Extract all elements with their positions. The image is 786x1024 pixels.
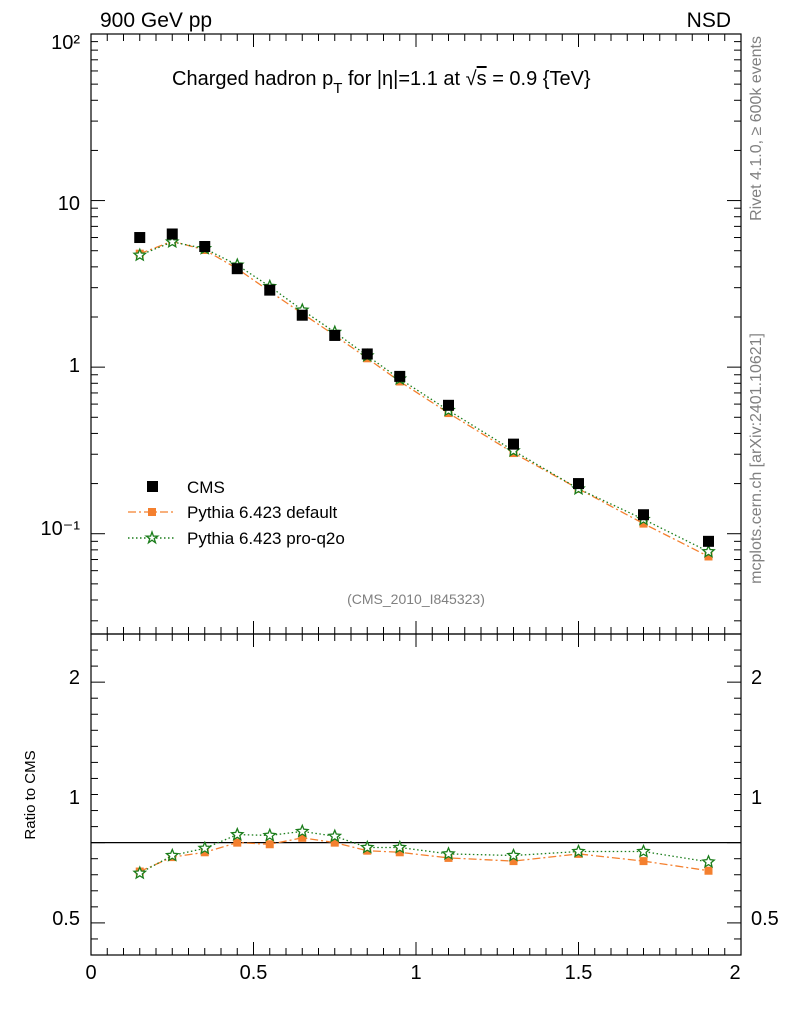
header-right-label: NSD — [687, 9, 731, 32]
main-cms-point — [329, 329, 341, 341]
ratio-ytick-label-right-0.5: 0.5 — [751, 908, 779, 930]
legend-marker-default — [148, 508, 156, 516]
ratio-proq2o-point — [229, 826, 245, 841]
legend-label-proq2o: Pythia 6.423 pro-q2o — [187, 529, 345, 548]
main-cms-point — [264, 284, 276, 296]
ratio-default-point — [200, 848, 209, 857]
ratio-ytick-label-left-0.5: 0.5 — [52, 908, 80, 930]
main-proq2o-point — [132, 247, 148, 262]
main-cms-point — [361, 348, 373, 360]
main-cms-point — [394, 370, 406, 382]
ratio-proq2o-point — [701, 854, 716, 869]
title-s: s — [477, 68, 487, 90]
ratio-proq2o-point — [294, 823, 310, 838]
main-cms-point — [231, 263, 243, 275]
main-ytick-label-100: 10² — [51, 32, 80, 54]
legend-label-cms: CMS — [187, 478, 225, 497]
main-cms-point — [296, 309, 308, 321]
ratio-proq2o-point — [197, 840, 213, 855]
mcplots-label: mcplots.cern.ch [arXiv:2401.10621] — [748, 333, 765, 584]
main-cms-point — [508, 438, 519, 450]
ratio-default-point — [704, 866, 713, 875]
ratio-ytick-label-left-2: 2 — [69, 667, 80, 689]
main-proq2o-point — [701, 544, 716, 558]
ratio-default-point — [395, 848, 404, 857]
main-cms-point — [166, 228, 178, 240]
ratio-proq2o-point — [262, 827, 278, 842]
ratio-proq2o-point — [571, 843, 586, 858]
ratio-default-point — [330, 838, 339, 847]
main-cms-point — [638, 509, 649, 521]
main-panel-marks — [132, 228, 716, 561]
main-ytick-label-10: 10 — [58, 193, 80, 215]
ratio-proq2o-point — [164, 847, 180, 862]
ratio-default-point — [444, 853, 453, 862]
rivet-label: Rivet 4.1.0, ≥ 600k events — [748, 36, 765, 221]
ratio-ytick-label-right-2: 2 — [751, 667, 762, 689]
header-left-label: 900 GeV pp — [100, 9, 212, 32]
main-default-point — [704, 552, 713, 561]
main-cms-point — [443, 399, 454, 411]
legend-marker-cms — [147, 481, 158, 492]
ratio-proq2o-point — [506, 847, 521, 862]
main-cms-point — [573, 478, 584, 490]
main-title: Charged hadron pT for |η|=1.1 at √s = 0.… — [172, 68, 591, 97]
ratio-ytick-label-right-1: 1 — [751, 787, 762, 809]
ratio-default-point — [509, 857, 518, 866]
ratio-panel-marks — [91, 823, 741, 880]
ratio-default-point — [265, 840, 274, 849]
ratio-proq2o-point — [132, 865, 148, 880]
ratio-proq2o-line — [139, 830, 709, 874]
main-ytick-label-1: 1 — [69, 355, 80, 377]
analysis-watermark: (CMS_2010_I845323) — [347, 591, 485, 607]
axis-ticks — [90, 33, 742, 955]
xtick-label-0.5: 0.5 — [240, 962, 268, 984]
main-cms-point — [703, 535, 714, 547]
main-cms-point — [134, 232, 146, 244]
title-subscript: T — [333, 80, 342, 97]
xtick-label-0: 0 — [85, 962, 96, 984]
main-ytick-label-0.1: 10⁻¹ — [41, 518, 81, 540]
title-part1: Charged hadron p — [172, 68, 333, 90]
title-sqrt: √ — [466, 68, 477, 90]
title-part2: for |η|=1.1 at — [342, 68, 465, 90]
title-part3: = 0.9 {TeV} — [487, 68, 591, 90]
main-proq2o-line — [139, 241, 709, 553]
ratio-proq2o-point — [636, 843, 651, 858]
ratio-proq2o-point — [359, 839, 375, 854]
xtick-label-1: 1 — [410, 962, 421, 984]
ratio-proq2o-point — [441, 846, 456, 861]
ratio-ytick-label-left-1: 1 — [69, 787, 80, 809]
ratio-default-point — [233, 838, 242, 847]
main-proq2o-point — [164, 234, 180, 249]
main-cms-point — [199, 240, 211, 252]
legend-marker-proq2o — [144, 529, 160, 545]
legend: CMS Pythia 6.423 default Pythia 6.423 pr… — [128, 478, 345, 548]
ratio-ylabel: Ratio to CMS — [22, 750, 39, 839]
ratio-default-point — [639, 857, 648, 866]
ratio-default-line — [139, 837, 709, 873]
ratio-plot-frame — [90, 633, 742, 956]
ratio-default-point — [298, 833, 307, 842]
xtick-label-2: 2 — [729, 962, 740, 984]
ratio-proq2o-point — [392, 839, 408, 854]
xtick-label-1.5: 1.5 — [565, 962, 593, 984]
ratio-proq2o-point — [327, 828, 343, 843]
main-default-point — [639, 519, 648, 528]
legend-label-default: Pythia 6.423 default — [187, 503, 338, 522]
